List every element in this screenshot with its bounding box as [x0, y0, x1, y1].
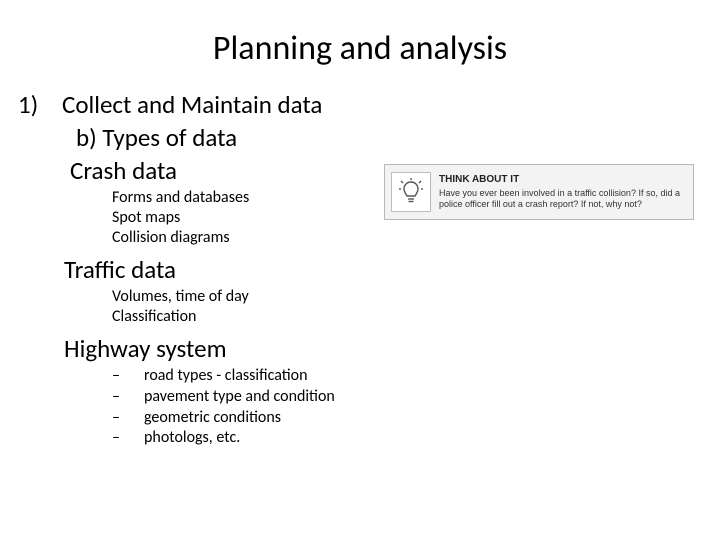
dash-bullet: – [112, 387, 144, 408]
think-body: Have you ever been involved in a traffic… [439, 188, 687, 210]
list-item: Classification [112, 307, 702, 327]
list-item: Volumes, time of day [112, 287, 702, 307]
content-area: 1) Collect and Maintain data b) Types of… [0, 89, 720, 449]
list-item-text: photologs, etc. [144, 428, 240, 449]
list-item-text: road types - classification [144, 366, 307, 387]
list-number: 1) [18, 89, 62, 120]
think-about-it-box: THINK ABOUT IT Have you ever been involv… [384, 164, 694, 220]
dash-bullet: – [112, 408, 144, 429]
dash-bullet: – [112, 366, 144, 387]
list-item: – pavement type and condition [112, 387, 702, 408]
traffic-title: Traffic data [64, 254, 702, 285]
list-item: – photologs, etc. [112, 428, 702, 449]
traffic-items: Volumes, time of day Classification [112, 287, 702, 327]
list-item-text: geometric conditions [144, 408, 281, 429]
lightbulb-icon [391, 172, 431, 212]
highway-title: Highway system [64, 333, 702, 364]
list-sub-b: b) Types of data [76, 122, 702, 153]
dash-bullet: – [112, 428, 144, 449]
list-item-1: 1) Collect and Maintain data [18, 89, 702, 120]
list-item: – geometric conditions [112, 408, 702, 429]
think-title: THINK ABOUT IT [439, 174, 687, 186]
list-item: – road types - classification [112, 366, 702, 387]
list-heading: Collect and Maintain data [62, 89, 702, 120]
slide-title: Planning and analysis [0, 0, 720, 89]
list-item: Collision diagrams [112, 228, 702, 248]
list-item-text: pavement type and condition [144, 387, 335, 408]
highway-items: – road types - classification – pavement… [112, 366, 702, 449]
think-text: THINK ABOUT IT Have you ever been involv… [439, 174, 687, 210]
